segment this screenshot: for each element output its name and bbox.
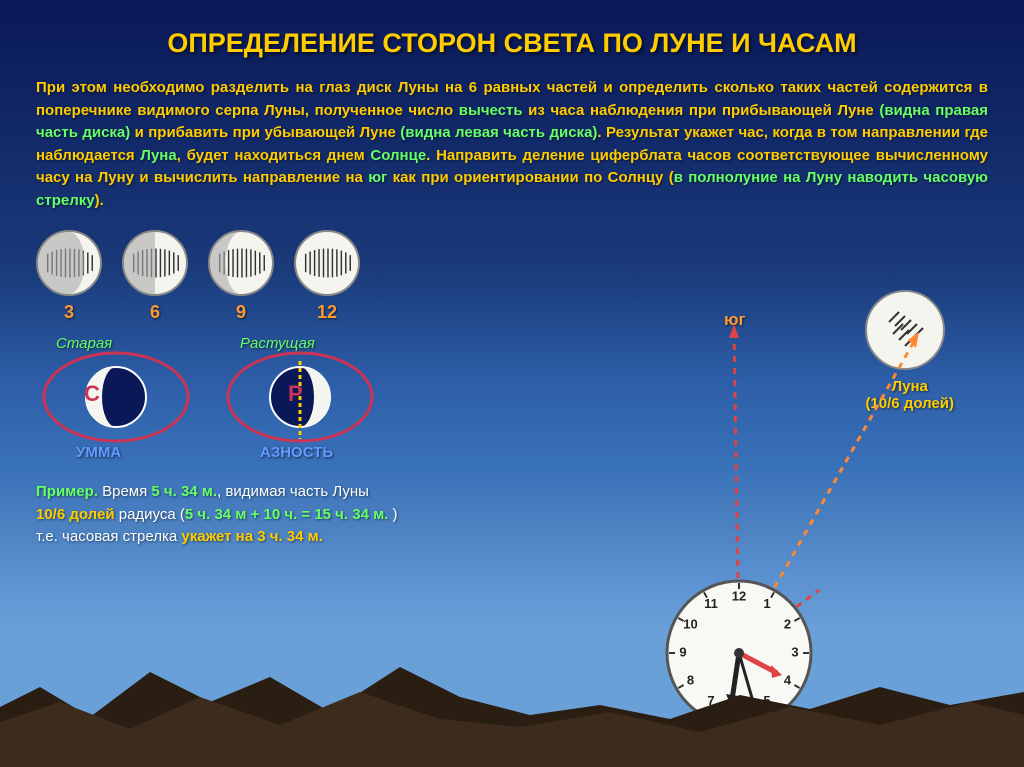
description-text: При этом необходимо разделить на глаз ди… — [0, 59, 1024, 212]
phase-item: 9 — [208, 230, 274, 323]
phase-item: 3 — [36, 230, 102, 323]
old-moon-diagram: Старая С УММА — [36, 337, 196, 457]
svg-text:2: 2 — [784, 616, 791, 631]
svg-text:1: 1 — [763, 596, 770, 611]
svg-text:Р: Р — [288, 381, 303, 406]
phase-item: 12 — [294, 230, 360, 323]
phase-item: 6 — [122, 230, 188, 323]
svg-text:12: 12 — [732, 588, 746, 603]
mountains-silhouette — [0, 647, 1024, 767]
svg-text:11: 11 — [704, 596, 718, 611]
growing-moon-diagram: Растущая Р АЗНОСТЬ — [220, 337, 380, 457]
svg-text:10: 10 — [683, 616, 697, 631]
example-text: Пример. Время 5 ч. 34 м., видимая часть … — [0, 457, 400, 549]
svg-text:С: С — [84, 381, 100, 406]
page-title: ОПРЕДЕЛЕНИЕ СТОРОН СВЕТА ПО ЛУНЕ И ЧАСАМ — [0, 0, 1024, 59]
